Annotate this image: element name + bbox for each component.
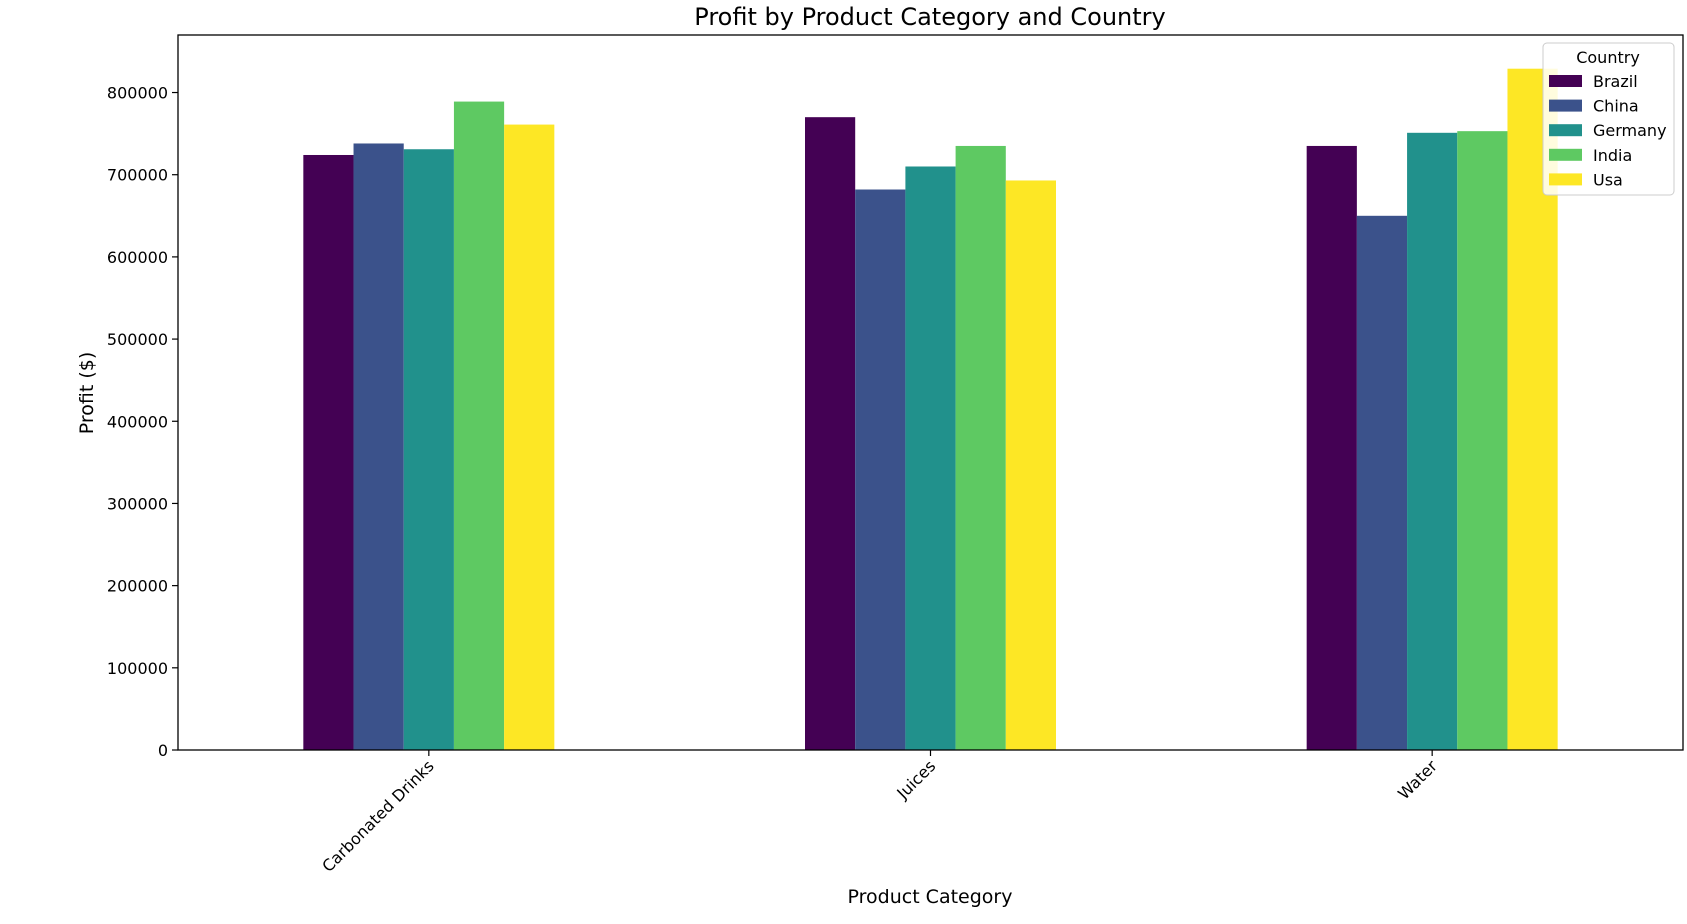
x-axis: Carbonated Drinks Juices Water	[318, 750, 1441, 876]
bar-brazil-2	[1306, 145, 1357, 750]
legend-label-china: China	[1593, 97, 1639, 116]
bars-group	[303, 68, 1558, 751]
legend-label-usa: Usa	[1593, 170, 1623, 189]
bar-brazil-1	[805, 117, 856, 751]
bar-india-0	[453, 101, 505, 750]
y-axis: 0 100000 200000 300000 400000 500000 600000 700…	[107, 84, 178, 760]
bar-india-2	[1457, 131, 1508, 750]
bar-usa-0	[504, 124, 555, 750]
y-tick-label: 800000	[107, 84, 168, 103]
x-tick-label: Juices	[892, 756, 939, 803]
y-tick-label: 700000	[107, 166, 168, 185]
y-tick-label: 600000	[107, 248, 168, 267]
bar-germany-1	[905, 166, 956, 751]
legend-label-india: India	[1593, 146, 1632, 165]
legend-swatch-india	[1549, 148, 1582, 161]
legend-swatch-brazil	[1549, 75, 1582, 87]
chart-title: Profit by Product Category and Country	[694, 3, 1165, 31]
y-tick-label: 500000	[107, 330, 168, 349]
legend-swatch-germany	[1549, 124, 1582, 137]
y-tick-label: 300000	[107, 494, 168, 513]
y-axis-label: Profit ($)	[76, 352, 98, 435]
x-tick-label: Water	[1394, 756, 1441, 803]
legend-title: Country	[1576, 48, 1640, 67]
x-axis-label: Product Category	[848, 886, 1013, 908]
legend-label-brazil: Brazil	[1593, 72, 1638, 91]
legend-items: Brazil China Germany India Usa	[1549, 72, 1667, 189]
legend-swatch-usa	[1549, 173, 1582, 186]
bar-germany-2	[1407, 132, 1458, 751]
bar-china-1	[855, 189, 906, 750]
x-tick-label: Carbonated Drinks	[318, 756, 437, 875]
legend: Country Brazil China Germany India Usa	[1542, 42, 1675, 196]
legend-label-germany: Germany	[1593, 121, 1667, 140]
bar-china-0	[353, 143, 404, 751]
y-tick-label: 0	[158, 741, 168, 760]
bar-germany-0	[403, 149, 454, 751]
y-tick-label: 200000	[107, 577, 168, 596]
y-tick-label: 100000	[107, 659, 168, 678]
legend-swatch-china	[1549, 99, 1582, 112]
bar-brazil-0	[303, 154, 354, 751]
bar-china-2	[1356, 215, 1408, 751]
bar-usa-1	[1005, 180, 1056, 751]
bar-india-1	[955, 145, 1006, 750]
y-tick-label: 400000	[107, 412, 168, 431]
